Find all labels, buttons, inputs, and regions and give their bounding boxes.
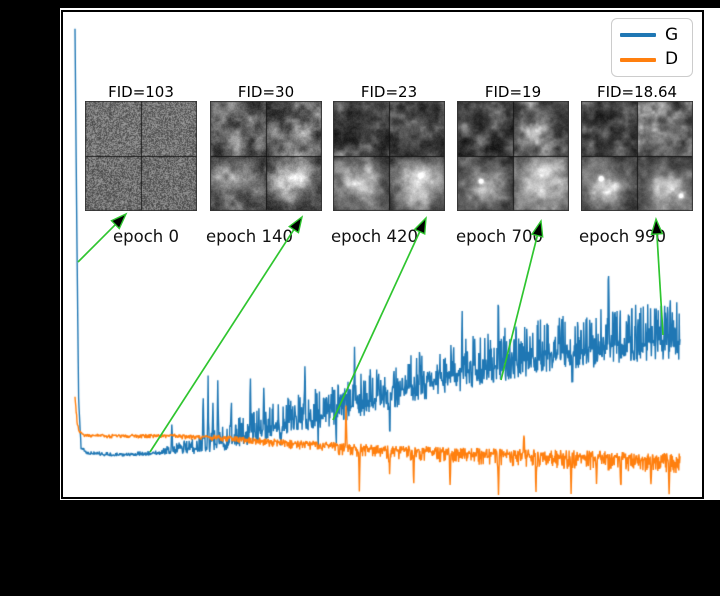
inset-epoch-990: FID=18.64	[581, 84, 693, 211]
sample-image-grid	[210, 101, 322, 211]
legend-label-d: D	[665, 49, 679, 70]
sample-image-grid	[333, 101, 445, 211]
inset-epoch-420: FID=23	[333, 84, 445, 211]
sample-image-grid	[85, 101, 197, 211]
legend-entry-g: G	[620, 24, 692, 45]
epoch-label-700: epoch 700	[456, 227, 543, 246]
epoch-label-420: epoch 420	[331, 227, 418, 246]
sample-image-grid	[581, 101, 693, 211]
sample-image-grid	[457, 101, 569, 211]
fid-label: FID=103	[108, 83, 174, 101]
fid-label: FID=18.64	[596, 83, 678, 101]
inset-epoch-140: FID=30	[210, 84, 322, 211]
legend: G D	[611, 18, 693, 77]
inset-epoch-0: FID=103	[85, 84, 197, 211]
epoch-label-990: epoch 990	[579, 227, 666, 246]
legend-entry-d: D	[620, 51, 692, 68]
fid-label: FID=30	[237, 83, 295, 101]
legend-line-sample-g	[620, 33, 656, 37]
fid-label: FID=19	[484, 83, 542, 101]
epoch-label-0: epoch 0	[113, 227, 179, 246]
inset-epoch-700: FID=19	[457, 84, 569, 211]
legend-label-g: G	[665, 24, 679, 45]
fid-label: FID=23	[360, 83, 418, 101]
legend-line-sample-d	[620, 58, 656, 62]
epoch-label-140: epoch 140	[206, 227, 293, 246]
